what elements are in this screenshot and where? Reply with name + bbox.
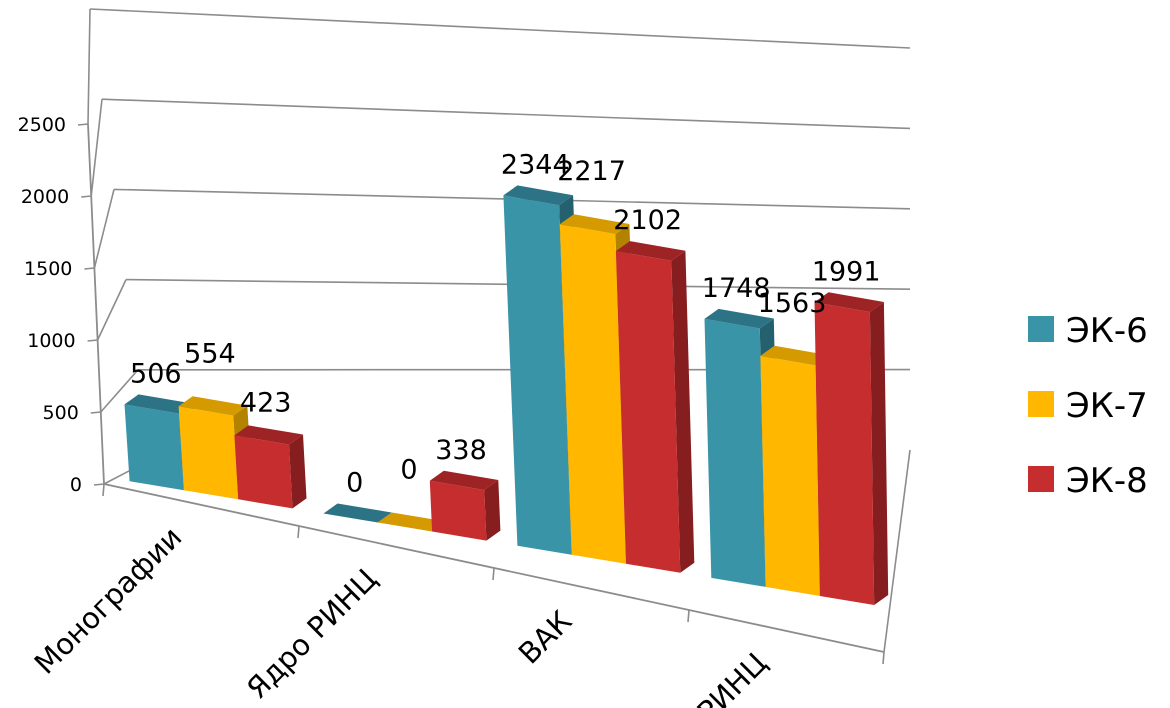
legend-swatch (1028, 466, 1054, 492)
x-tick-mark (492, 567, 495, 581)
bar-top (234, 425, 303, 445)
side-gridline (96, 279, 127, 341)
category-label: РИНЦ (690, 646, 773, 708)
x-tick-mark (687, 609, 690, 623)
y-tick-mark (93, 483, 105, 486)
data-label: 506 (130, 358, 182, 389)
bar-top (503, 185, 574, 206)
legend-swatch (1028, 391, 1054, 417)
bar-front (704, 318, 766, 587)
side-gridline (87, 8, 91, 125)
legend-label: ЭК-8 (1066, 461, 1148, 501)
bar-front (234, 435, 293, 509)
y-tick-label: 1000 (27, 330, 75, 352)
legend: ЭК-6 ЭК-7 ЭК-8 (1028, 311, 1148, 501)
bar-top (760, 345, 830, 366)
side-gridline (93, 189, 115, 269)
bar-top (124, 394, 194, 414)
data-label: 338 (435, 435, 487, 466)
bar-side (484, 480, 501, 541)
x-tick-mark (297, 525, 300, 539)
y-tick-label: 2500 (18, 114, 66, 136)
y-tick-mark (90, 411, 101, 414)
bar-top (814, 292, 884, 312)
y-tick-label: 0 (70, 474, 82, 496)
bar-front (814, 302, 875, 605)
x-tick-mark (882, 651, 885, 665)
y-tick-label: 2000 (21, 186, 69, 208)
legend-swatch (1028, 316, 1054, 342)
bar-top (429, 470, 499, 490)
legend-label: ЭК-6 (1066, 311, 1148, 351)
bar-front (503, 195, 572, 555)
y-tick-label: 1500 (24, 258, 72, 280)
data-label: 2344 (501, 149, 570, 180)
bar-side (671, 250, 695, 573)
legend-label: ЭК-7 (1066, 386, 1148, 426)
data-label: 2102 (613, 205, 682, 236)
bar-top (323, 503, 392, 523)
bar-front (429, 480, 487, 541)
bar-top (704, 308, 774, 329)
data-label: 554 (184, 338, 236, 369)
x-tick-mark (102, 483, 105, 497)
bar-top (615, 241, 686, 261)
data-label: 0 (346, 468, 363, 499)
data-label: 1563 (758, 288, 827, 319)
y-tick-mark (77, 123, 89, 126)
bar-front (178, 406, 239, 500)
data-label: 1748 (702, 273, 771, 304)
bar-side (869, 302, 889, 605)
y-tick-mark (81, 195, 92, 198)
bar-side (289, 434, 307, 509)
floor-right-edge (883, 449, 911, 653)
side-gridline (100, 369, 139, 413)
gridline (89, 8, 911, 49)
bar-front (615, 251, 681, 573)
y-axis-line (87, 123, 105, 485)
data-label: 1991 (812, 256, 881, 287)
data-label: 0 (400, 455, 417, 486)
bar-top (377, 512, 447, 532)
side-gridline (90, 99, 103, 197)
bar-front (760, 355, 820, 596)
y-tick-label: 500 (43, 402, 79, 424)
category-label: Ядро РИНЦ (240, 562, 384, 706)
bar-front (559, 224, 626, 564)
bar-front (124, 404, 184, 491)
y-tick-mark (87, 339, 98, 342)
gridline (101, 98, 911, 130)
y-tick-mark (84, 267, 95, 270)
category-label: ВАК (512, 604, 579, 671)
bar-top (559, 214, 630, 234)
category-label: Монографии (28, 520, 189, 681)
data-label: 2217 (557, 156, 626, 187)
bars (124, 185, 889, 605)
data-label: 423 (240, 387, 292, 418)
bar-top (178, 396, 248, 416)
